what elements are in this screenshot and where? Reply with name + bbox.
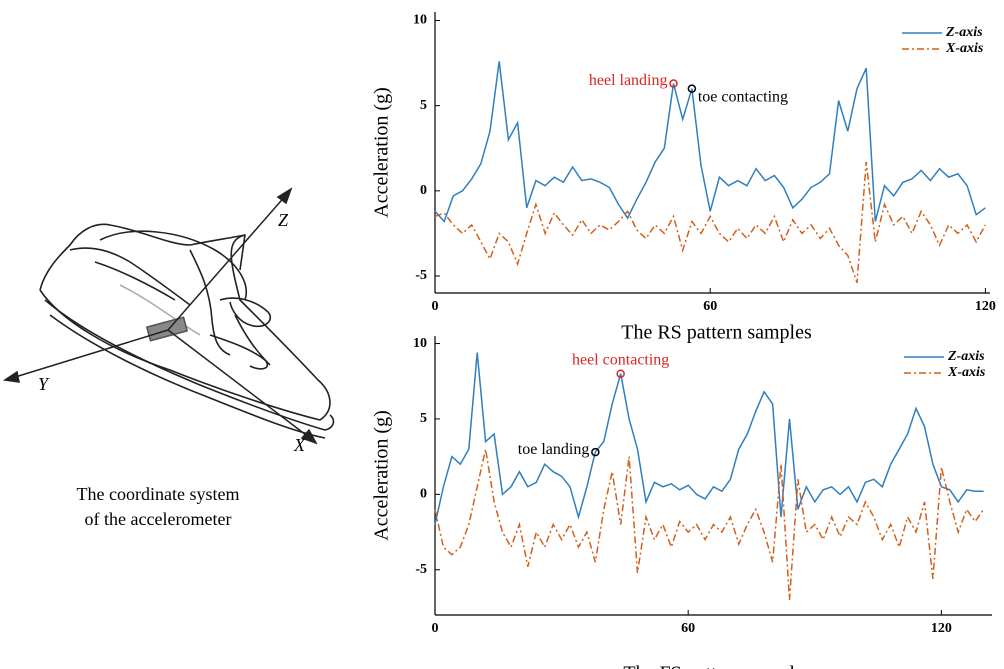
y-tick-label: 5 [420,411,427,426]
annotation-marker [687,84,697,93]
legend-label: Z-axis [945,25,983,40]
caption-line: The coordinate system [77,484,240,504]
legend-label: Z-axis [947,349,985,364]
annotation-marker [669,79,678,88]
y-tick-label: 0 [420,183,427,198]
legend-label: X-axis [945,41,984,56]
y-tick-label: 0 [420,487,427,502]
data-line [434,352,984,525]
y-tick-label: 5 [420,98,427,113]
data-line [434,448,985,600]
y-tick-label: -5 [415,268,427,283]
annotation-label: toe landing [518,441,590,458]
legend-label: X-axis [947,365,986,380]
y-tick-label: 10 [413,336,427,351]
shoe-drawing [39,223,335,439]
annotation-label: heel landing [589,72,668,89]
x-tick-label: 0 [432,621,439,636]
caption-line: of the accelerometer [85,509,232,529]
x-tick-label: 0 [432,299,439,314]
x-tick-label: 120 [975,299,996,314]
axis-label-x: X [293,435,306,455]
axis-label-z: Z [278,210,289,230]
annotation-marker [591,447,600,457]
data-line [434,161,987,284]
x-tick-label: 120 [931,621,952,636]
data-line [434,61,986,223]
annotation-marker [616,369,625,378]
x-tick-label: 60 [681,621,695,636]
axis-label-y: Y [38,374,50,394]
y-axis-label: Acceleration (g) [371,87,393,217]
y-axis-label: Acceleration (g) [371,410,393,540]
y-tick-label: -5 [415,562,427,577]
coordinate-axes [2,187,318,445]
x-tick-label: 60 [703,299,717,314]
x-axis-label: The RS pattern samples [621,322,812,344]
annotation-label: heel contacting [572,351,669,368]
annotation-label: toe contacting [698,88,788,105]
x-axis-label: The FS pattern samples [623,663,812,669]
y-tick-label: 10 [413,13,427,28]
